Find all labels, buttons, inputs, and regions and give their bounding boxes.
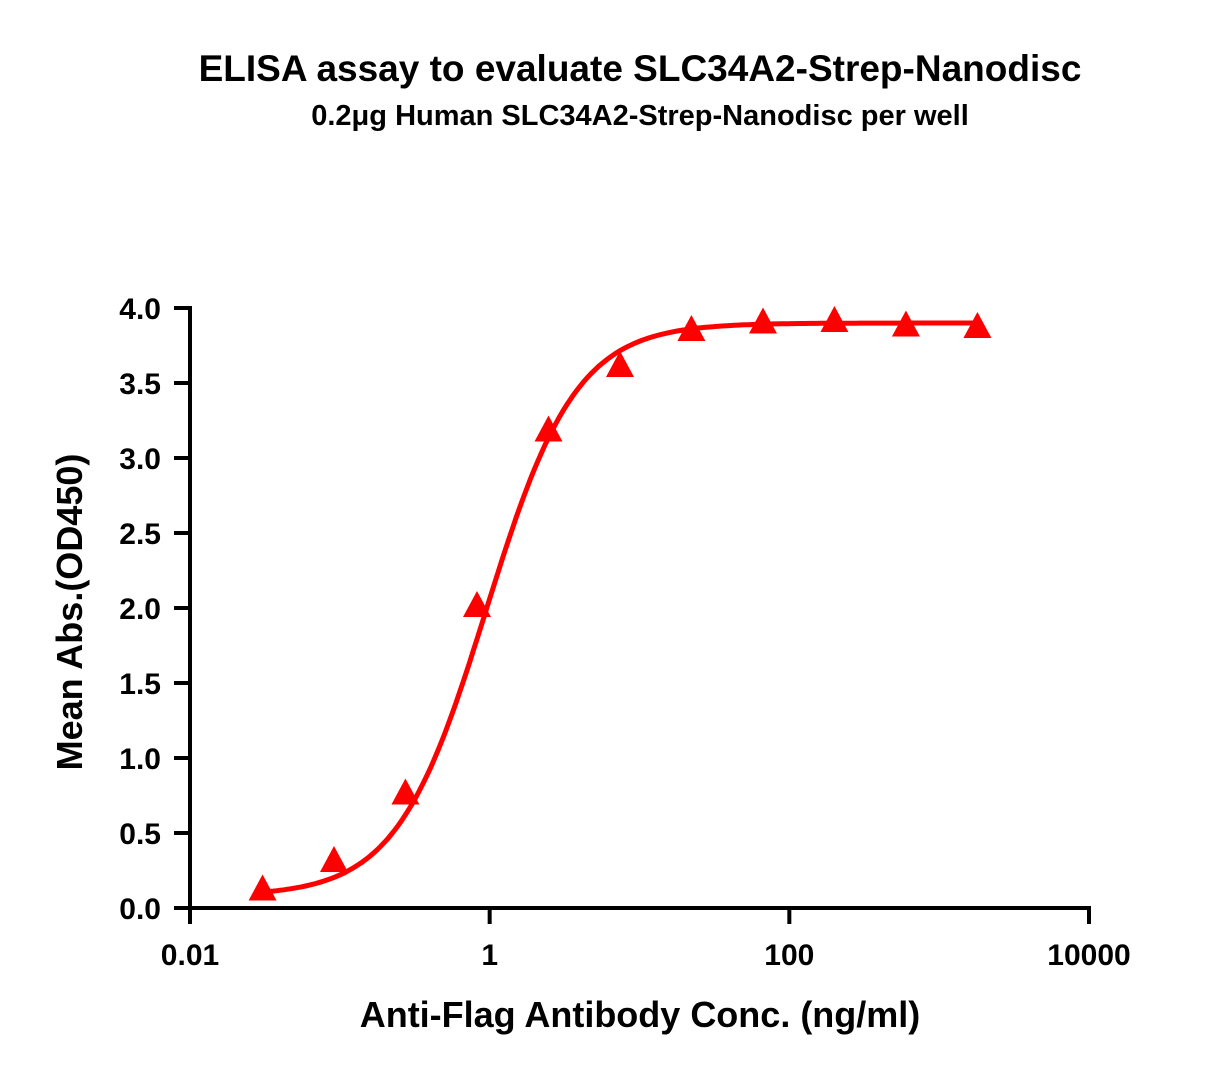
y-tick-label: 4.0	[119, 293, 161, 326]
triangle-marker-icon	[248, 874, 277, 901]
triangle-marker-icon	[891, 310, 920, 337]
triangle-marker-icon	[963, 312, 992, 338]
x-tick-label: 100	[764, 939, 814, 972]
fit-curve	[260, 320, 980, 895]
y-tick-label: 1.5	[119, 668, 161, 701]
y-tick-label: 0.0	[119, 893, 161, 926]
triangle-marker-icon	[391, 778, 420, 805]
data-markers	[248, 306, 992, 901]
x-axis: 0.01 1 100 10000	[161, 906, 1131, 972]
y-tick-label: 2.0	[119, 593, 161, 626]
x-tick-label: 10000	[1047, 939, 1130, 972]
triangle-marker-icon	[605, 351, 634, 377]
triangle-marker-icon	[462, 591, 491, 617]
y-tick-label: 3.5	[119, 368, 161, 401]
x-axis-title: Anti-Flag Antibody Conc. (ng/ml)	[360, 994, 921, 1035]
y-tick-label: 2.5	[119, 518, 161, 551]
chart-title: ELISA assay to evaluate SLC34A2-Strep-Na…	[198, 48, 1082, 89]
triangle-marker-icon	[677, 315, 706, 341]
x-tick-label: 0.01	[161, 939, 219, 972]
y-tick-label: 0.5	[119, 818, 161, 851]
chart-subtitle: 0.2μg Human SLC34A2-Strep-Nanodisc per w…	[311, 100, 969, 132]
y-axis: 0.0 0.5 1.0 1.5 2.0 2.5 3.0 3.5 4.0	[119, 293, 192, 926]
y-tick-label: 1.0	[119, 743, 161, 776]
triangle-marker-icon	[534, 415, 563, 442]
y-tick-label: 3.0	[119, 443, 161, 476]
x-tick-label: 1	[481, 939, 498, 972]
triangle-marker-icon	[748, 307, 777, 334]
y-axis-title: Mean Abs.(OD450)	[49, 454, 90, 771]
triangle-marker-icon	[319, 846, 348, 872]
triangle-marker-icon	[820, 306, 849, 332]
